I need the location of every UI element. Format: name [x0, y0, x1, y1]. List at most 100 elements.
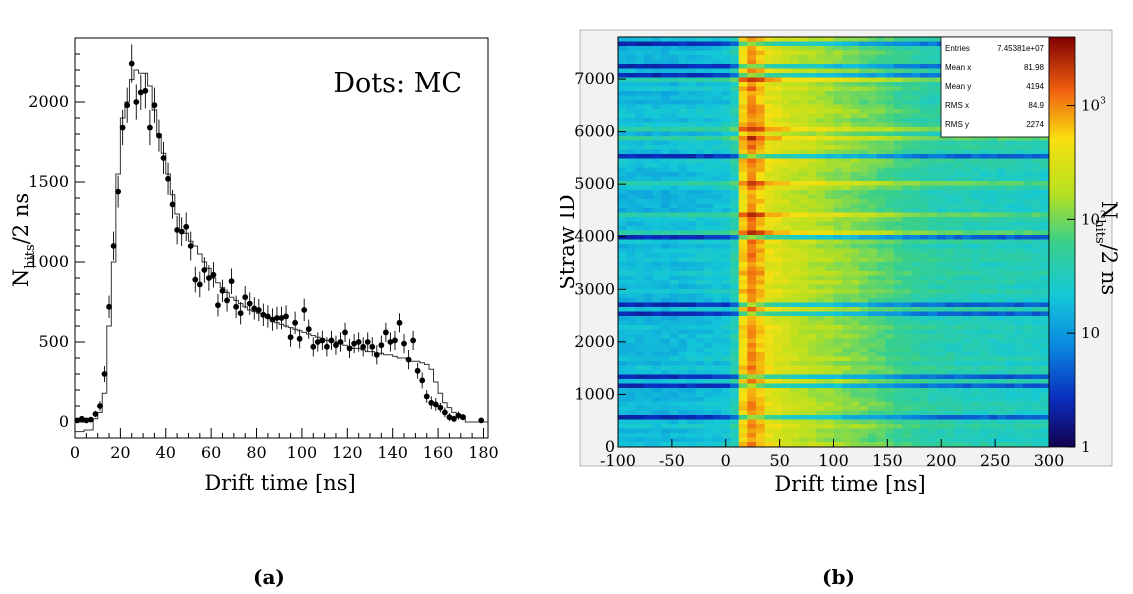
heatmap-cell — [764, 140, 774, 146]
heatmap-cell — [902, 50, 912, 56]
heatmap-cell — [790, 307, 800, 312]
heatmap-cell — [902, 113, 912, 119]
heatmap-cell — [807, 298, 817, 303]
heatmap-cell — [790, 140, 800, 146]
heatmap-cell — [911, 77, 921, 83]
heatmap-cell — [626, 334, 636, 339]
heatmap-cell — [988, 392, 998, 398]
heatmap-cell — [669, 383, 679, 389]
heatmap-cell — [643, 167, 653, 173]
heatmap-cell — [712, 127, 722, 132]
heatmap-cell — [867, 271, 878, 276]
heatmap-cell — [1023, 410, 1033, 416]
heatmap-cell — [1040, 154, 1049, 159]
heatmap-cell — [936, 239, 947, 245]
heatmap-cell — [764, 248, 774, 254]
heatmap-cell — [824, 86, 834, 92]
heatmap-cell — [1014, 185, 1024, 191]
heatmap-cell — [997, 356, 1007, 362]
heatmap-cell — [738, 289, 748, 294]
heatmap-cell — [859, 379, 869, 384]
stats-label: Entries — [945, 44, 970, 53]
heatmap-cell — [824, 145, 834, 150]
heatmap-cell — [661, 397, 671, 402]
heatmap-cell — [971, 217, 981, 222]
heatmap-cell — [919, 266, 929, 272]
heatmap-cell — [730, 361, 740, 366]
heatmap-cell — [971, 307, 981, 312]
heatmap-cell — [850, 41, 860, 47]
heatmap-cell — [885, 104, 895, 110]
heatmap-cell — [954, 203, 964, 209]
heatmap-cell — [893, 280, 903, 285]
heatmap-cell — [902, 248, 912, 254]
heatmap-cell — [790, 212, 800, 218]
heatmap-cell — [893, 293, 903, 299]
heatmap-cell — [807, 230, 817, 236]
heatmap-cell — [799, 433, 809, 438]
data-point — [242, 294, 249, 301]
heatmap-cell — [790, 208, 800, 213]
heatmap-cell — [695, 235, 705, 240]
heatmap-cell — [971, 361, 981, 366]
heatmap-cell — [928, 437, 938, 443]
heatmap-cell — [859, 190, 869, 195]
heatmap-cell — [799, 82, 809, 87]
heatmap-cell — [911, 149, 921, 155]
heatmap-cell — [1005, 221, 1016, 227]
data-point — [233, 303, 240, 310]
heatmap-cell — [893, 320, 903, 326]
heatmap-cell — [919, 365, 929, 371]
heatmap-cell — [824, 104, 834, 110]
heatmap-cell — [833, 167, 843, 173]
heatmap-cell — [807, 212, 817, 218]
heatmap-cell — [773, 41, 783, 47]
heatmap-cell — [1031, 316, 1041, 321]
heatmap-cell — [980, 239, 990, 245]
y-tick-label-b: 2000 — [574, 332, 615, 351]
heatmap-cell — [1014, 253, 1024, 258]
heatmap-cell — [764, 190, 774, 195]
heatmap-cell — [842, 64, 852, 69]
heatmap-cell — [618, 302, 628, 308]
heatmap-cell — [816, 55, 826, 60]
heatmap-cell — [790, 100, 800, 105]
heatmap-cell — [730, 203, 740, 209]
heatmap-cell — [876, 181, 886, 186]
heatmap-cell — [686, 176, 697, 182]
heatmap-cell — [678, 167, 688, 173]
heatmap-cell — [833, 379, 843, 384]
heatmap-cell — [790, 127, 800, 132]
heatmap-cell — [936, 244, 947, 249]
heatmap-cell — [850, 194, 860, 200]
heatmap-cell — [997, 149, 1007, 155]
heatmap-cell — [962, 136, 972, 141]
heatmap-cell — [988, 325, 998, 330]
heatmap-cell — [635, 433, 645, 438]
heatmap-cell — [695, 266, 705, 272]
heatmap-cell — [919, 248, 929, 254]
heatmap-cell — [911, 320, 921, 326]
heatmap-cell — [781, 437, 791, 443]
heatmap-cell — [1040, 266, 1049, 272]
heatmap-cell — [936, 293, 947, 299]
heatmap-cell — [721, 37, 731, 42]
heatmap-cell — [669, 73, 679, 78]
heatmap-cell — [885, 428, 895, 434]
heatmap-cell — [643, 122, 653, 128]
heatmap-cell — [842, 230, 852, 236]
heatmap-cell — [643, 401, 653, 407]
heatmap-cell — [643, 338, 653, 344]
stats-box — [940, 36, 1050, 138]
heatmap-cell — [643, 293, 653, 299]
heatmap-cell — [669, 415, 679, 420]
heatmap-cell — [678, 172, 688, 177]
heatmap-cell — [790, 221, 800, 227]
heatmap-cell — [626, 370, 636, 375]
heatmap-cell — [626, 86, 636, 92]
heatmap-cell — [980, 442, 990, 447]
heatmap-cell — [816, 118, 826, 123]
heatmap-cell — [945, 302, 955, 308]
heatmap-cell — [635, 194, 645, 200]
